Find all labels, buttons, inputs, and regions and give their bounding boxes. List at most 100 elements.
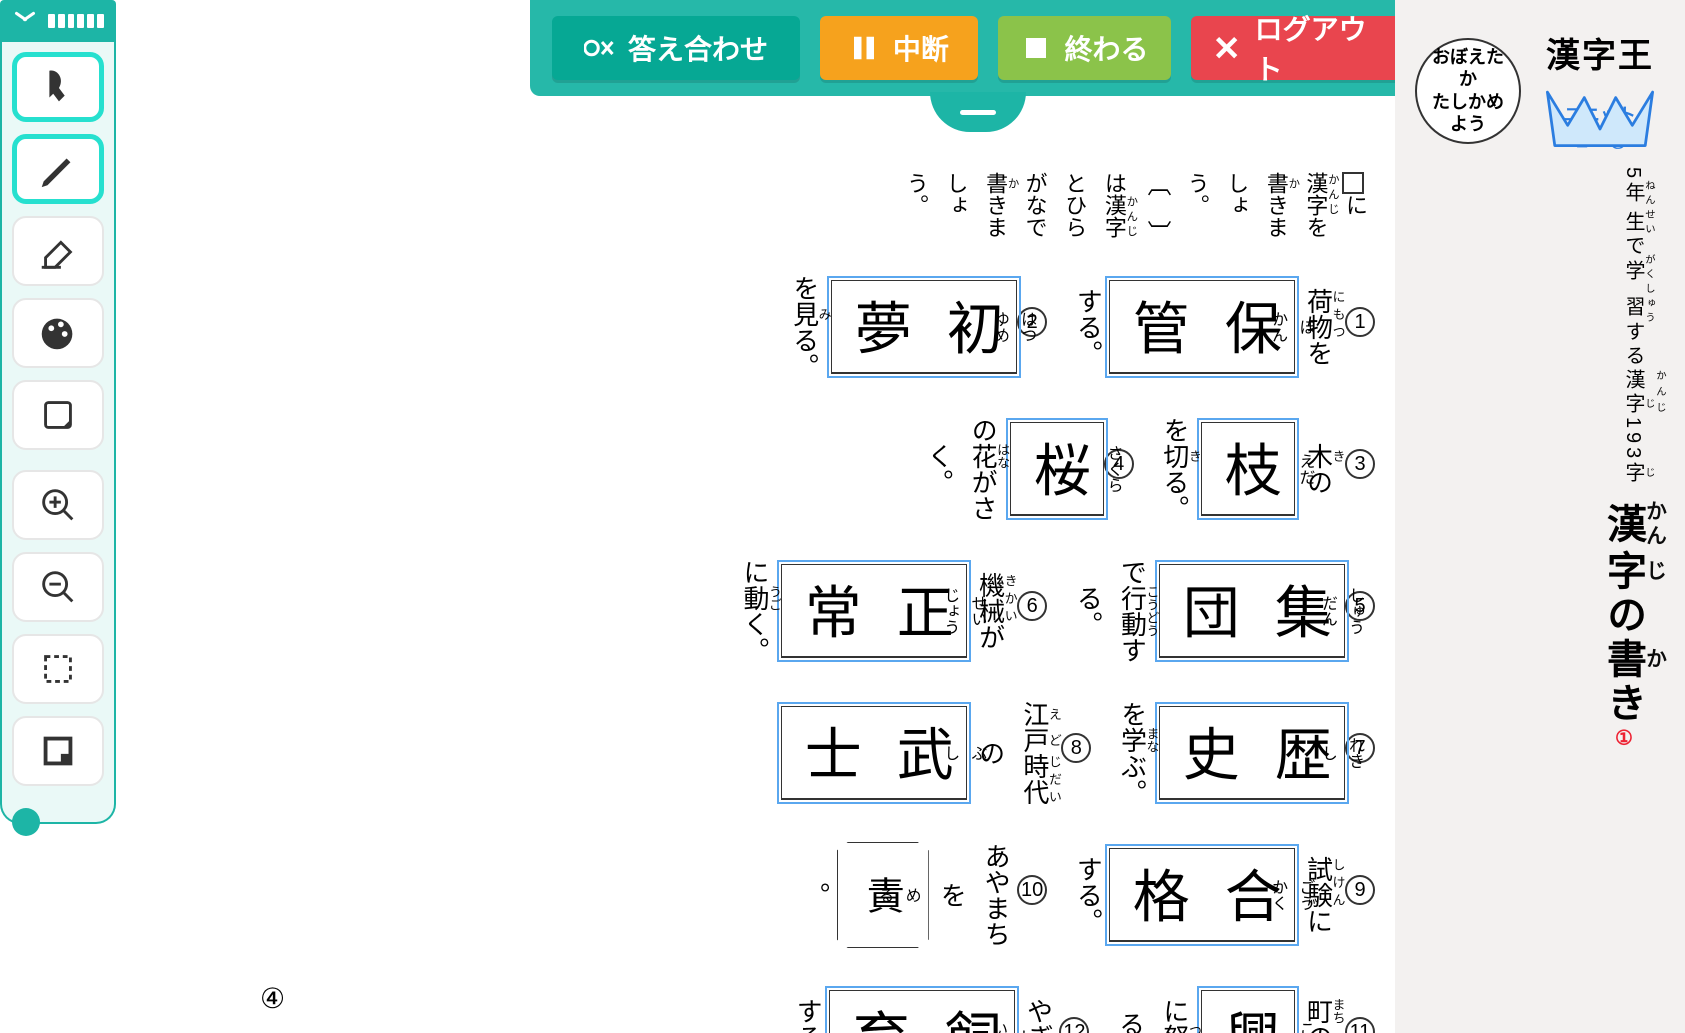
- answer-box[interactable]: 責めるせめる: [837, 842, 929, 948]
- question-column: 11町まちの復ふっ興こうに努つとめる。12やぎを飼育しいくする。: [732, 984, 1375, 1033]
- furigana-hint: れきし: [1314, 707, 1368, 799]
- logo-title: 漢字王: [1535, 28, 1665, 77]
- stop-icon: [1021, 33, 1051, 63]
- worksheet-area[interactable]: に漢字かんじを書かきましょう。〔 〕は漢字かんじとひらがなで書かきましょう。 1…: [150, 60, 1385, 1033]
- worksheet-instructions: に漢字かんじを書かきましょう。〔 〕は漢字かんじとひらがなで書かきましょう。: [732, 80, 1375, 238]
- zoom-in-tool[interactable]: [12, 470, 104, 540]
- pen-tool[interactable]: [12, 134, 104, 204]
- question-number: 1: [1345, 307, 1375, 337]
- furigana-hint: さくら: [1099, 423, 1126, 515]
- zoom-out-icon: [36, 565, 80, 609]
- answer-box[interactable]: 合格ごうかく: [1109, 848, 1295, 942]
- furigana-hint: えだ: [1291, 423, 1318, 515]
- eraser-icon: [36, 229, 80, 273]
- question-number: 10: [1017, 875, 1047, 905]
- question-6: 6機械きかいが正常せいじょうに動うごく。: [732, 558, 1047, 664]
- answer-box[interactable]: 飼育しいく: [829, 990, 1015, 1033]
- question-line: 江戸えど時代じだいの武士ぶし: [781, 700, 1061, 806]
- question-8: 8江戸えど時代じだいの武士ぶし: [781, 700, 1091, 806]
- question-line: やぎを飼育しいくする。: [785, 984, 1059, 1033]
- kanji-cell[interactable]: 桜: [1011, 423, 1103, 515]
- lesson-info-panel: 漢字王 ユニット１－④ おぼえたかたしかめよう 5年生ねんせいで学習がくしゅうす…: [1395, 0, 1685, 1033]
- marquee-tool[interactable]: [12, 634, 104, 704]
- question-column: 7歴史れきしを学まなぶ。8江戸えど時代じだいの武士ぶし: [732, 700, 1375, 806]
- question-12: 12やぎを飼育しいくする。: [785, 984, 1089, 1033]
- answer-box[interactable]: 興こう: [1201, 990, 1295, 1033]
- furigana-hint: ぶし: [936, 707, 990, 799]
- question-number: 12: [1059, 1017, 1089, 1033]
- answer-box[interactable]: 集団しゅうだん: [1159, 564, 1345, 658]
- collapse-icon: [12, 12, 30, 30]
- question-4: 4桜さくらの花はながさく。: [916, 416, 1134, 522]
- zoom-in-icon: [36, 483, 80, 527]
- question-3: 3木きの枝えだを切きる。: [1152, 416, 1375, 522]
- kanji-cell[interactable]: 枝: [1202, 423, 1294, 515]
- palette-icon: [36, 311, 80, 355]
- answer-box[interactable]: 保管ほかん: [1109, 280, 1295, 374]
- eraser-tool[interactable]: [12, 216, 104, 286]
- palette-tool[interactable]: [12, 298, 104, 368]
- kanji-cell[interactable]: 史: [1160, 707, 1252, 799]
- kanji-cell[interactable]: 管: [1110, 281, 1202, 373]
- question-line: 機械きかいが正常せいじょうに動うごく。: [732, 558, 1017, 664]
- kanji-cell[interactable]: 格: [1110, 849, 1202, 941]
- question-line: 集団しゅうだんで行動こうどうする。: [1065, 558, 1345, 664]
- question-1: 1荷物にもつを保管ほかんする。: [1065, 274, 1375, 380]
- kanji-cell[interactable]: 育: [830, 991, 922, 1033]
- question-line: 木きの枝えだを切きる。: [1152, 416, 1345, 522]
- answer-box[interactable]: 初夢はつゆめ: [831, 280, 1017, 374]
- question-column: 3木きの枝えだを切きる。4桜さくらの花はながさく。: [732, 416, 1375, 522]
- question-line: 初夢はつゆめを見みる。: [781, 274, 1017, 380]
- note-icon: [36, 393, 80, 437]
- page-number: ④: [260, 982, 285, 1015]
- furigana-hint: しいく: [984, 991, 1038, 1033]
- close-icon: [1213, 33, 1240, 63]
- crown-icon: [1535, 81, 1665, 153]
- answer-box[interactable]: 歴史れきし: [1159, 706, 1345, 800]
- kanji-cell[interactable]: 興: [1202, 991, 1294, 1033]
- lesson-title: 漢かん字じの書かき①: [1415, 500, 1665, 754]
- question-line: あやまちを責めるせめる。: [793, 842, 1018, 948]
- kanji-cell[interactable]: る: [652, 849, 744, 941]
- furigana-hint: せいじょう: [936, 565, 990, 657]
- note-tool[interactable]: [12, 380, 104, 450]
- question-11: 11町まちの復ふっ興こうに努つとめる。: [1107, 984, 1375, 1033]
- question-column: 5集団しゅうだんで行動こうどうする。6機械きかいが正常せいじょうに動うごく。: [732, 558, 1375, 664]
- marquee-icon: [36, 647, 80, 691]
- question-column: 1荷物にもつを保管ほかんする。2初夢はつゆめを見みる。: [732, 274, 1375, 380]
- ox-icon: [584, 33, 614, 63]
- kanji-cell[interactable]: 士: [782, 707, 874, 799]
- pen-icon: [36, 147, 80, 191]
- question-line: 荷物にもつを保管ほかんする。: [1065, 274, 1345, 380]
- fullscreen-tool[interactable]: [12, 716, 104, 786]
- kanji-cell[interactable]: 団: [1160, 565, 1252, 657]
- furigana-hint: ほかん: [1264, 281, 1318, 373]
- question-10: 10あやまちを責めるせめる。: [793, 842, 1048, 948]
- question-5: 5集団しゅうだんで行動こうどうする。: [1065, 558, 1375, 664]
- question-number: 11: [1345, 1017, 1375, 1033]
- furigana-hint: はつゆめ: [986, 281, 1040, 373]
- answer-box[interactable]: 枝えだ: [1201, 422, 1295, 516]
- furigana-hint: ごうかく: [1264, 849, 1318, 941]
- answer-box[interactable]: 正常せいじょう: [781, 564, 967, 658]
- toolbox: [0, 42, 116, 824]
- pause-icon: [849, 33, 879, 63]
- check-pill: おぼえたかたしかめよう: [1415, 38, 1521, 144]
- question-line: 試験しけんに合格ごうかくする。: [1065, 842, 1345, 948]
- screen-icon: [36, 729, 80, 773]
- select-tool[interactable]: [12, 52, 104, 122]
- kanji-cell[interactable]: 常: [782, 565, 874, 657]
- answer-box[interactable]: 武士ぶし: [781, 706, 967, 800]
- zoom-out-tool[interactable]: [12, 552, 104, 622]
- kanji-cell[interactable]: 夢: [832, 281, 924, 373]
- question-number: 6: [1017, 591, 1047, 621]
- answer-box[interactable]: 桜さくら: [1010, 422, 1104, 516]
- question-7: 7歴史れきしを学まなぶ。: [1109, 700, 1375, 806]
- drag-handle-icon: [48, 14, 104, 28]
- pointer-icon: [36, 65, 80, 109]
- lesson-logo: 漢字王 ユニット１－④: [1535, 28, 1665, 153]
- toolbar-header[interactable]: [0, 0, 116, 42]
- toolbox-tail-icon: [12, 808, 40, 836]
- question-number: 3: [1345, 449, 1375, 479]
- furigana-hint: こう: [1291, 991, 1318, 1033]
